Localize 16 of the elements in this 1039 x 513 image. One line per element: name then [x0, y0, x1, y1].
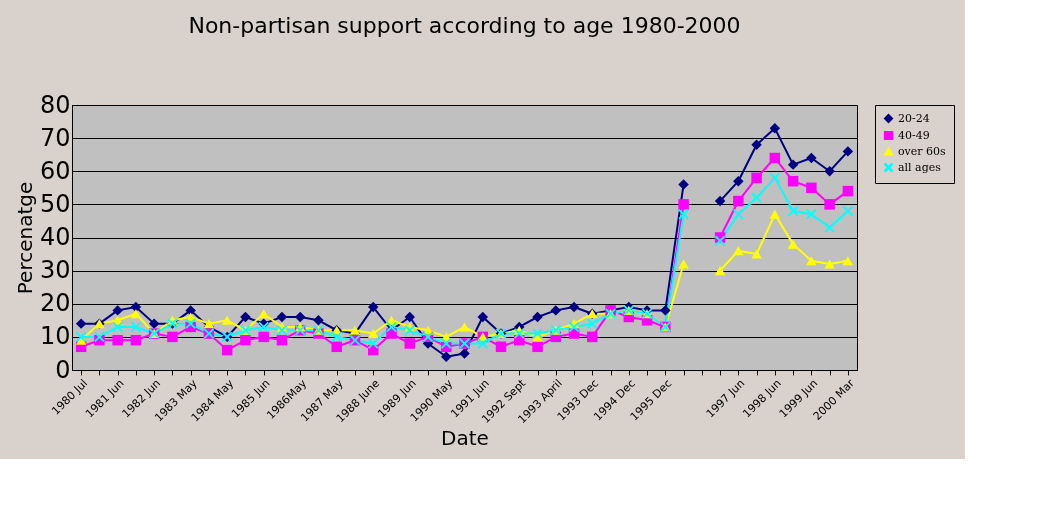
legend-label: over 60s [898, 144, 947, 158]
legend-label: all ages [898, 160, 942, 174]
legend-label: 20-24 [898, 111, 930, 125]
y-tick-label: 70 [39, 123, 71, 152]
y-tick-label: 30 [39, 256, 71, 285]
legend-label: 40-49 [898, 128, 930, 142]
y-tick-label: 80 [39, 90, 71, 119]
y-axis-title: Percenatge [12, 181, 37, 295]
y-tick-label: 40 [39, 223, 71, 251]
chart-title: Non-partisan support according to age 1980-2000 [188, 13, 741, 38]
y-tick-label: 0 [55, 355, 71, 384]
y-tick-label: 20 [39, 289, 71, 318]
y-tick-label: 60 [39, 156, 71, 185]
x-axis-title: Date [441, 426, 489, 451]
y-tick-label: 10 [39, 322, 71, 351]
y-tick-label: 50 [39, 189, 71, 218]
